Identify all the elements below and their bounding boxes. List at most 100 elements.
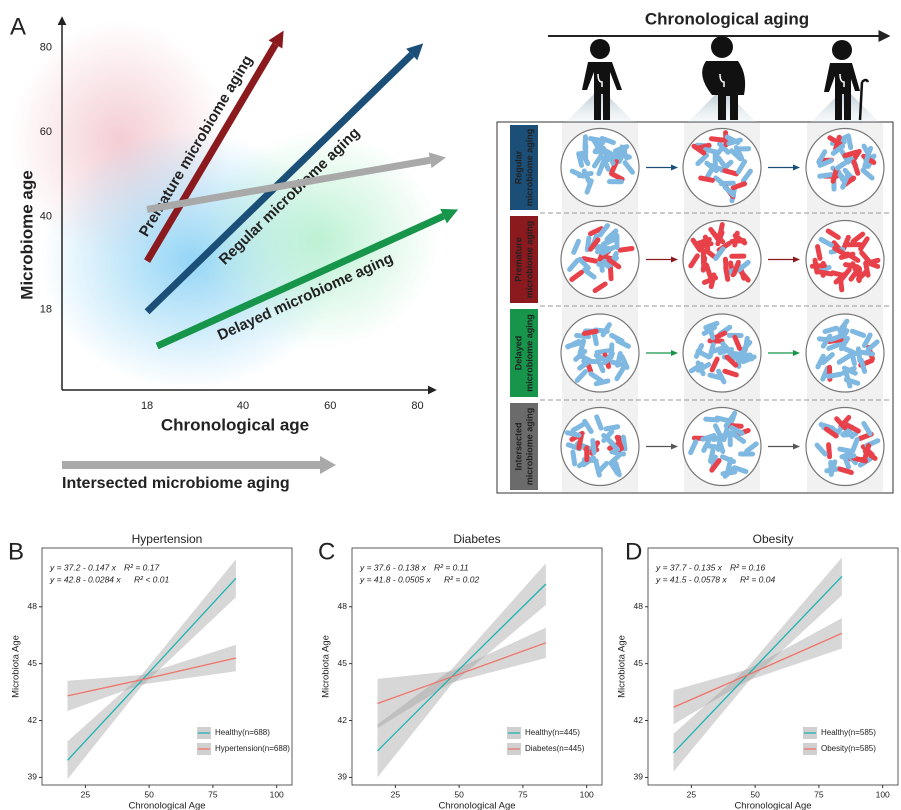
bacterium	[732, 334, 743, 351]
legend-label: Healthy(n=445)	[525, 728, 580, 737]
bacterium	[840, 365, 857, 376]
bacterium	[850, 261, 861, 278]
bacterium	[617, 246, 635, 253]
bacterium	[613, 460, 622, 478]
bacterium	[615, 338, 631, 349]
x-tick-label: 80	[411, 400, 423, 412]
bacterium	[722, 168, 739, 177]
bacterium	[822, 325, 840, 334]
bacterium	[851, 455, 868, 464]
bacterium	[723, 265, 731, 282]
bacterium	[740, 354, 757, 365]
bacterium	[564, 430, 582, 438]
bacterium	[688, 439, 699, 456]
y-tick-label: 80	[40, 41, 52, 53]
bacterium	[834, 416, 848, 431]
bacterium	[704, 160, 719, 174]
bacterium	[609, 159, 619, 176]
bacterium	[737, 268, 751, 283]
regression-line	[673, 575, 843, 754]
row-label: microbiome aging	[524, 314, 534, 392]
bacterium	[581, 256, 598, 264]
bacterium	[815, 353, 826, 370]
transition-arrow-head	[793, 443, 800, 450]
bacterium	[820, 352, 835, 365]
row-label: microbiome aging	[524, 129, 534, 207]
bacterium	[830, 143, 846, 156]
y-tick-label: 42	[338, 715, 348, 725]
bacterium	[724, 134, 741, 146]
bacterium	[579, 150, 591, 166]
y-tick-label: 45	[28, 658, 38, 668]
bacterium	[596, 159, 606, 177]
bacterium	[863, 260, 871, 278]
bacterium	[619, 353, 630, 370]
legend-label: Intersected microbiome aging	[62, 475, 290, 492]
confidence-band	[377, 627, 546, 729]
row-label-box	[510, 125, 538, 210]
bacterium	[581, 267, 597, 280]
y-tick-label: 45	[338, 658, 348, 668]
r-squared: R² = 0.17	[124, 562, 159, 572]
panel-letter: D	[625, 538, 642, 565]
x-tick-label: 50	[750, 789, 760, 799]
row-label: Regular	[513, 150, 523, 184]
bacterium	[838, 251, 856, 260]
bacterium	[812, 257, 820, 275]
bacterium	[620, 434, 628, 452]
bacterium	[703, 147, 720, 155]
bacterium	[597, 223, 611, 238]
bacterium	[823, 426, 839, 439]
confidence-band	[673, 618, 842, 725]
people	[566, 36, 879, 122]
bacterium	[592, 139, 605, 155]
bacterium	[837, 446, 855, 454]
bacterium	[622, 160, 635, 175]
row-label-box	[510, 403, 538, 490]
bacterium	[594, 348, 612, 355]
arrow-head	[428, 152, 446, 169]
x-tick-label: 25	[81, 789, 91, 799]
equation: y = 37.7 - 0.135 x	[655, 562, 723, 572]
bacterium	[825, 228, 841, 240]
transition-arrow-head	[671, 164, 678, 171]
bacterium	[567, 257, 581, 272]
bacterium	[593, 460, 602, 478]
bacterium	[858, 357, 868, 374]
plot-frame	[41, 547, 293, 786]
bacterium	[590, 438, 597, 456]
bacterium	[577, 256, 591, 271]
bacterium	[600, 234, 616, 247]
transition-arrow-head	[671, 350, 678, 356]
x-tick-label: 100	[580, 789, 594, 799]
bacterium	[850, 231, 866, 244]
row-label: microbiome aging	[524, 408, 534, 486]
bacterium	[725, 456, 734, 474]
bacterium	[613, 144, 630, 154]
bacterium	[614, 434, 625, 451]
bacterium	[582, 418, 594, 434]
bacterium	[826, 341, 843, 351]
x-tick-label: 25	[687, 789, 697, 799]
bacterium	[608, 342, 615, 360]
bacterium	[691, 143, 707, 156]
bacterium	[838, 335, 851, 352]
legend-label: Obesity(n=585)	[821, 744, 876, 753]
bacterium	[826, 442, 833, 460]
bacterium	[701, 437, 712, 453]
panel-letter: A	[10, 13, 26, 40]
bacterium	[828, 459, 838, 476]
bacterium	[817, 158, 834, 168]
bacterium	[600, 322, 612, 338]
bacterium	[688, 361, 705, 374]
bacterium	[707, 447, 716, 464]
bacterium	[603, 424, 621, 432]
bacterium	[701, 275, 719, 285]
bacterium	[862, 443, 872, 460]
bacterium	[841, 431, 859, 438]
bacterium	[730, 181, 748, 191]
y-tick-label: 48	[338, 601, 348, 611]
y-tick-label: 18	[40, 304, 52, 316]
bacterium	[816, 269, 834, 277]
y-tick-label: 42	[634, 715, 644, 725]
